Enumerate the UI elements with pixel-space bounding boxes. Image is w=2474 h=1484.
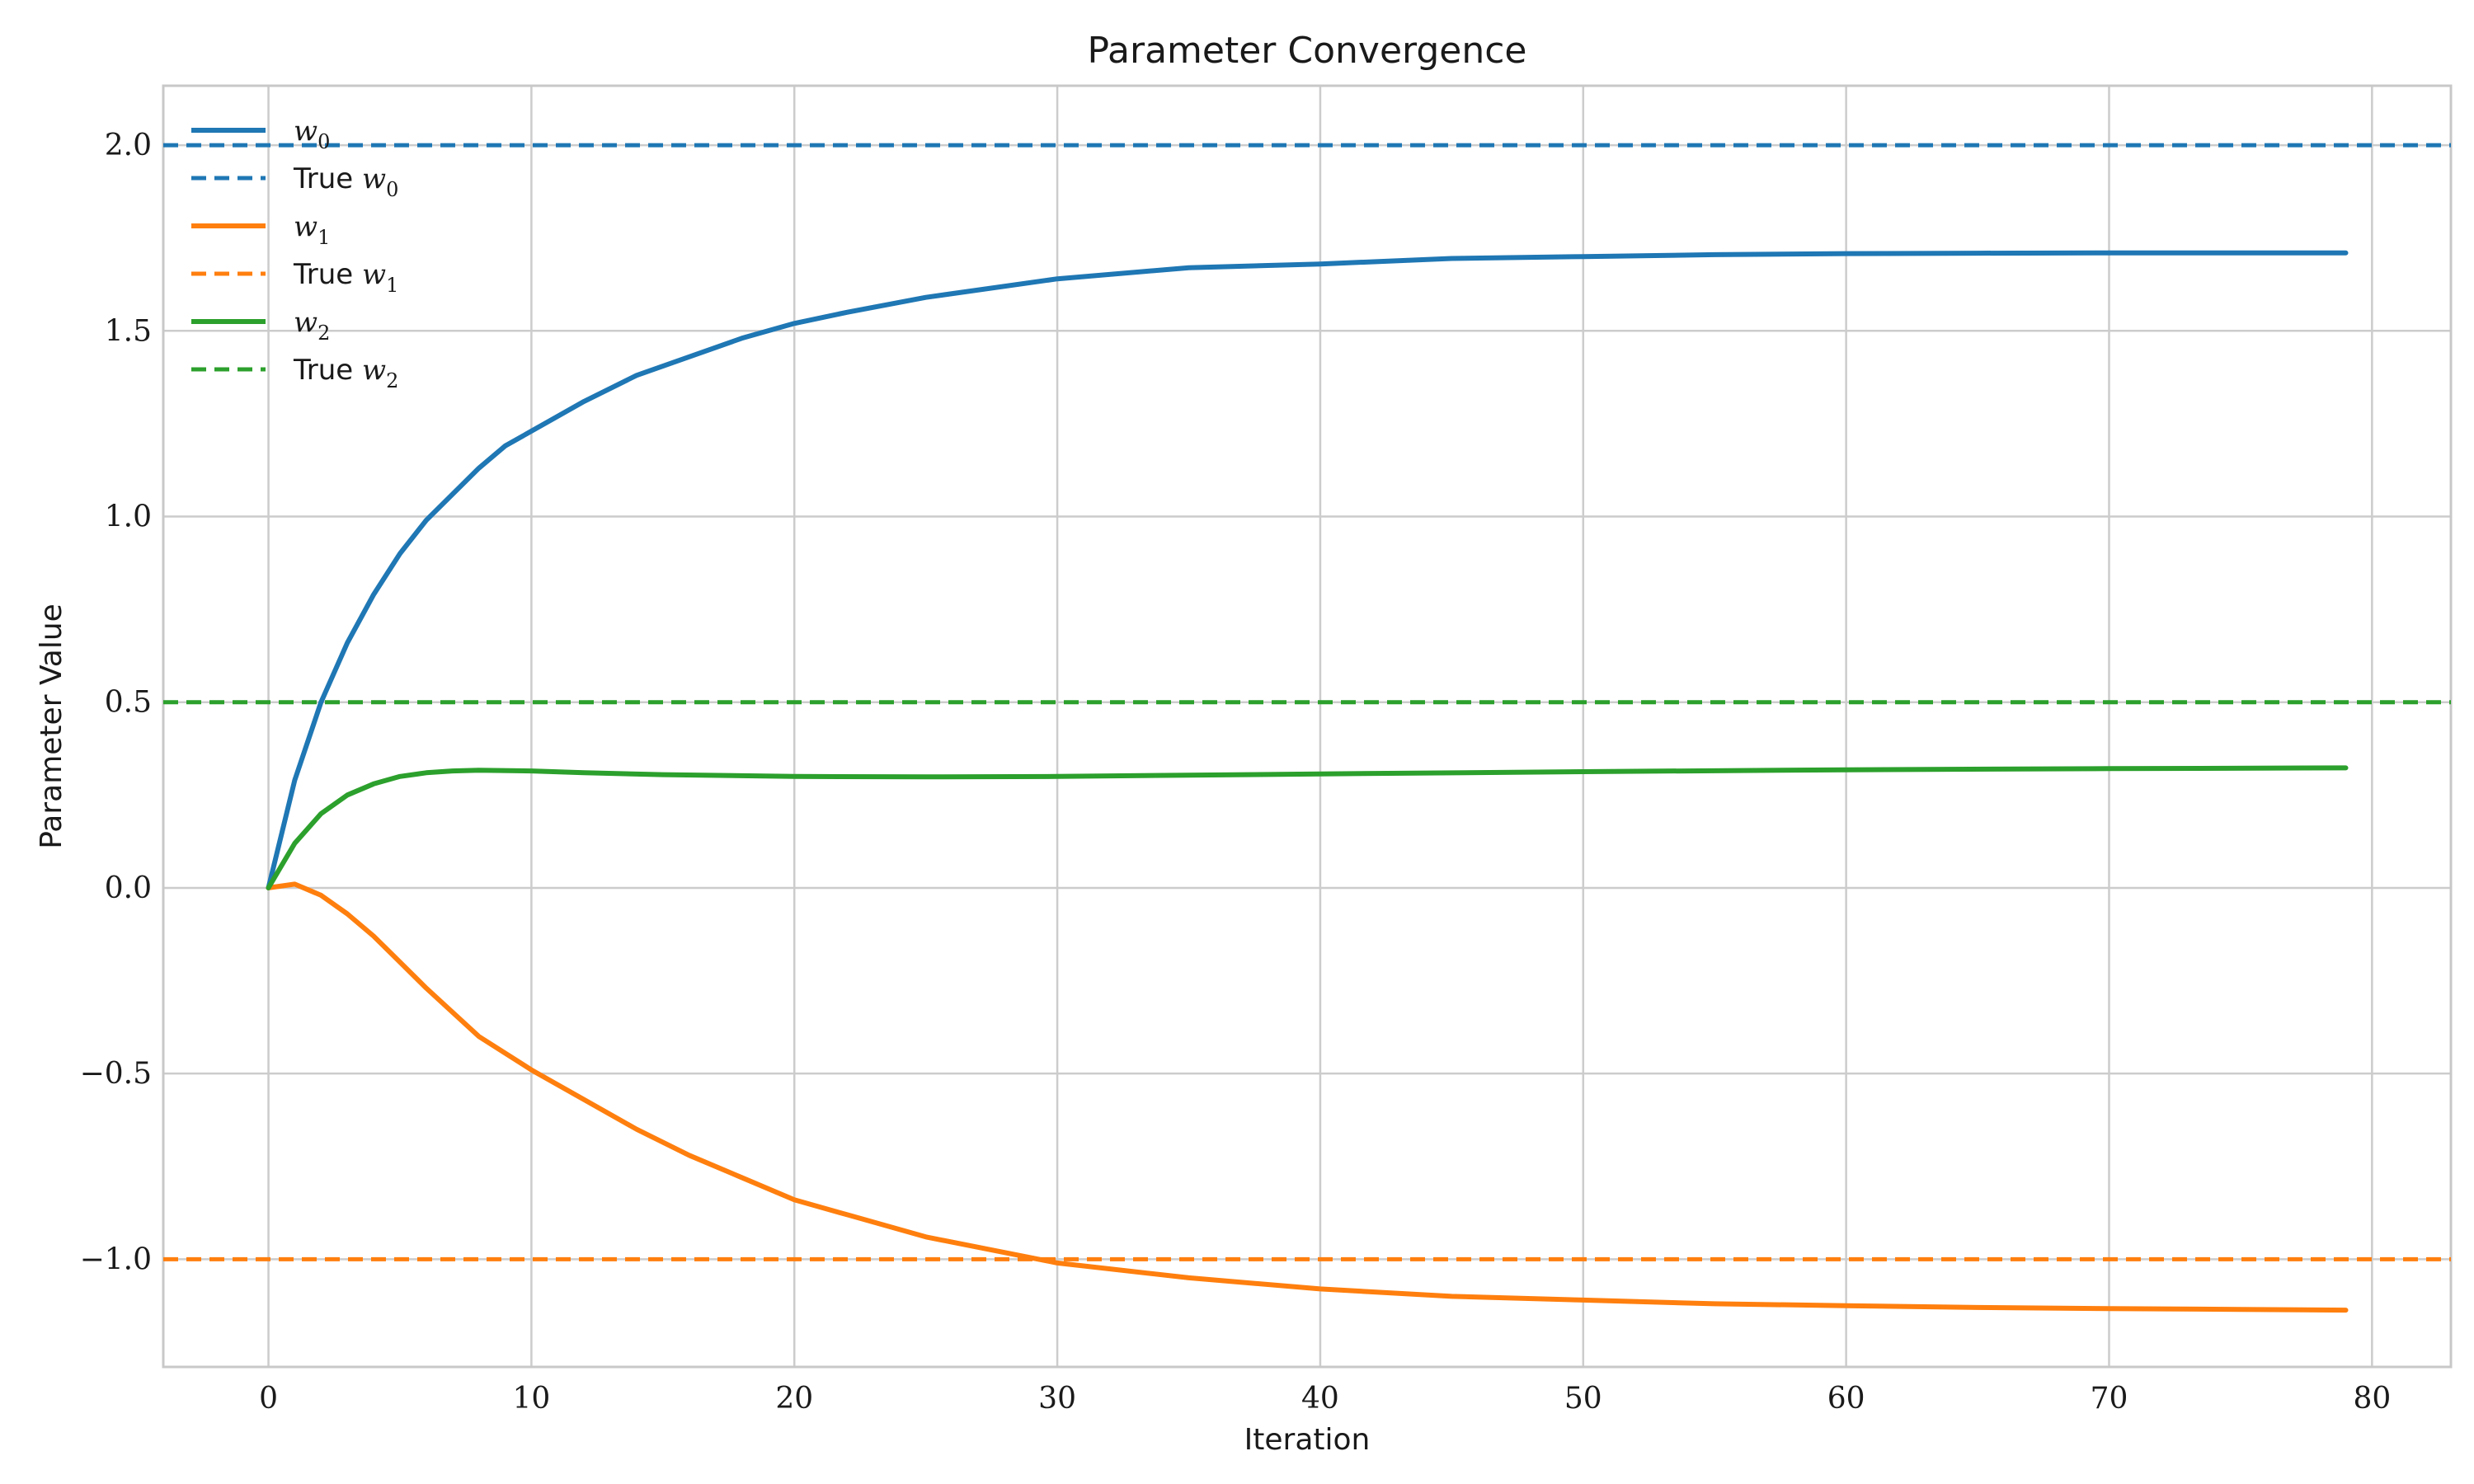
y-tick-label: −0.5 [80, 1057, 152, 1091]
series-layer [163, 143, 2451, 1313]
legend-label: w0 [294, 115, 330, 153]
x-tick-label: 40 [1301, 1382, 1339, 1416]
legend-label-subscript: 0 [386, 178, 398, 201]
legend-label-prefix: True [293, 162, 362, 195]
legend-label: w2 [294, 306, 330, 345]
series-line-w0 [266, 250, 2349, 890]
x-axis-label: Iteration [1244, 1423, 1371, 1457]
legend-label-subscript: 1 [317, 226, 330, 249]
x-tick-label: 70 [2091, 1382, 2128, 1416]
x-tick-label: 50 [1564, 1382, 1602, 1416]
x-tick-label: 80 [2353, 1382, 2391, 1416]
legend-label: True w2 [293, 354, 398, 392]
series-line-w1 [266, 881, 2349, 1313]
legend-label-symbol: w [294, 210, 317, 243]
legend-label-symbol: w [362, 258, 386, 291]
legend-label-prefix: True [293, 258, 362, 291]
legend-label-symbol: w [362, 354, 386, 387]
legend-label-subscript: 2 [317, 322, 330, 345]
legend-label-symbol: w [294, 306, 317, 339]
y-tick-label: 1.0 [105, 500, 152, 534]
legend-label-subscript: 0 [317, 130, 330, 153]
grid-layer [163, 86, 2451, 1367]
legend-label: True w0 [293, 162, 398, 201]
legend-label: w1 [294, 210, 330, 249]
y-tick-label: 0.5 [105, 686, 152, 720]
series-line-w2 [266, 765, 2349, 890]
x-tick-label: 0 [259, 1382, 278, 1416]
y-tick-label: −1.0 [80, 1242, 152, 1276]
legend-label-subscript: 1 [386, 274, 398, 297]
y-axis-label: Parameter Value [35, 603, 68, 849]
legend-label-subscript: 2 [386, 369, 398, 392]
tick-layer: 0 10 20 30 40 50 60 70 80−1.0−0.50.00.51.01.52.0 [80, 129, 2392, 1416]
y-tick-label: 1.5 [105, 314, 152, 348]
x-tick-label: 60 [1827, 1382, 1865, 1416]
chart-title: Parameter Convergence [1087, 30, 1526, 72]
plot-frame [162, 84, 2453, 1369]
x-tick-label: 10 [512, 1382, 550, 1416]
legend-label: True w1 [293, 258, 398, 297]
y-tick-label: 0.0 [105, 871, 152, 905]
legend-label-symbol: w [362, 162, 386, 195]
x-tick-label: 30 [1038, 1382, 1076, 1416]
x-tick-label: 20 [775, 1382, 813, 1416]
y-tick-label: 2.0 [105, 129, 152, 162]
legend-label-prefix: True [293, 354, 362, 387]
legend-label-symbol: w [294, 115, 317, 148]
